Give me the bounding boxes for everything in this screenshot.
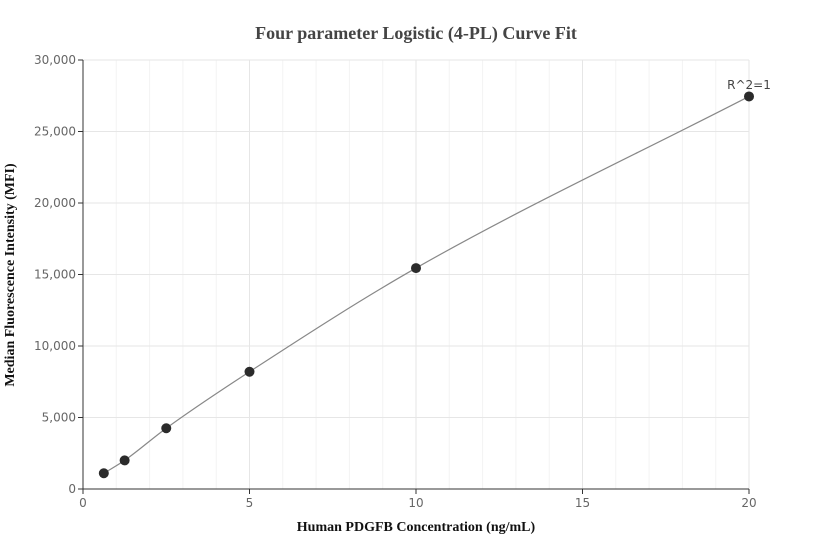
grid — [82, 59, 750, 490]
y-ticks: 0 5,000 10,000 15,000 20,000 25,000 30,000 — [34, 53, 83, 496]
y-tick-label: 25,000 — [34, 125, 76, 139]
fit-curve — [103, 95, 750, 474]
y-tick-label: 5,000 — [42, 411, 76, 425]
data-point — [119, 455, 130, 466]
data-point — [411, 263, 421, 274]
data-point — [98, 468, 109, 479]
y-tick-label: 20,000 — [34, 196, 76, 210]
data-point — [244, 366, 255, 377]
x-tick-label: 10 — [408, 496, 423, 510]
x-tick-label: 5 — [246, 496, 254, 510]
y-tick-label: 30,000 — [34, 53, 76, 67]
y-tick-label: 15,000 — [34, 268, 76, 282]
y-axis-label: Median Fluorescence Intensity (MFI) — [3, 163, 18, 387]
data-points — [98, 91, 754, 479]
x-tick-label: 20 — [741, 496, 756, 510]
x-axis-label: Human PDGFB Concentration (ng/mL) — [297, 520, 536, 535]
y-tick-label: 0 — [68, 482, 76, 496]
data-point — [161, 423, 172, 434]
x-ticks: 0 5 10 15 20 — [79, 489, 757, 510]
y-tick-label: 10,000 — [34, 339, 76, 353]
x-tick-label: 0 — [79, 496, 87, 510]
x-tick-label: 15 — [575, 496, 590, 510]
data-point — [744, 91, 754, 102]
chart-title: Four parameter Logistic (4-PL) Curve Fit — [255, 23, 577, 44]
r-squared-annotation: R^2=1 — [727, 78, 771, 92]
